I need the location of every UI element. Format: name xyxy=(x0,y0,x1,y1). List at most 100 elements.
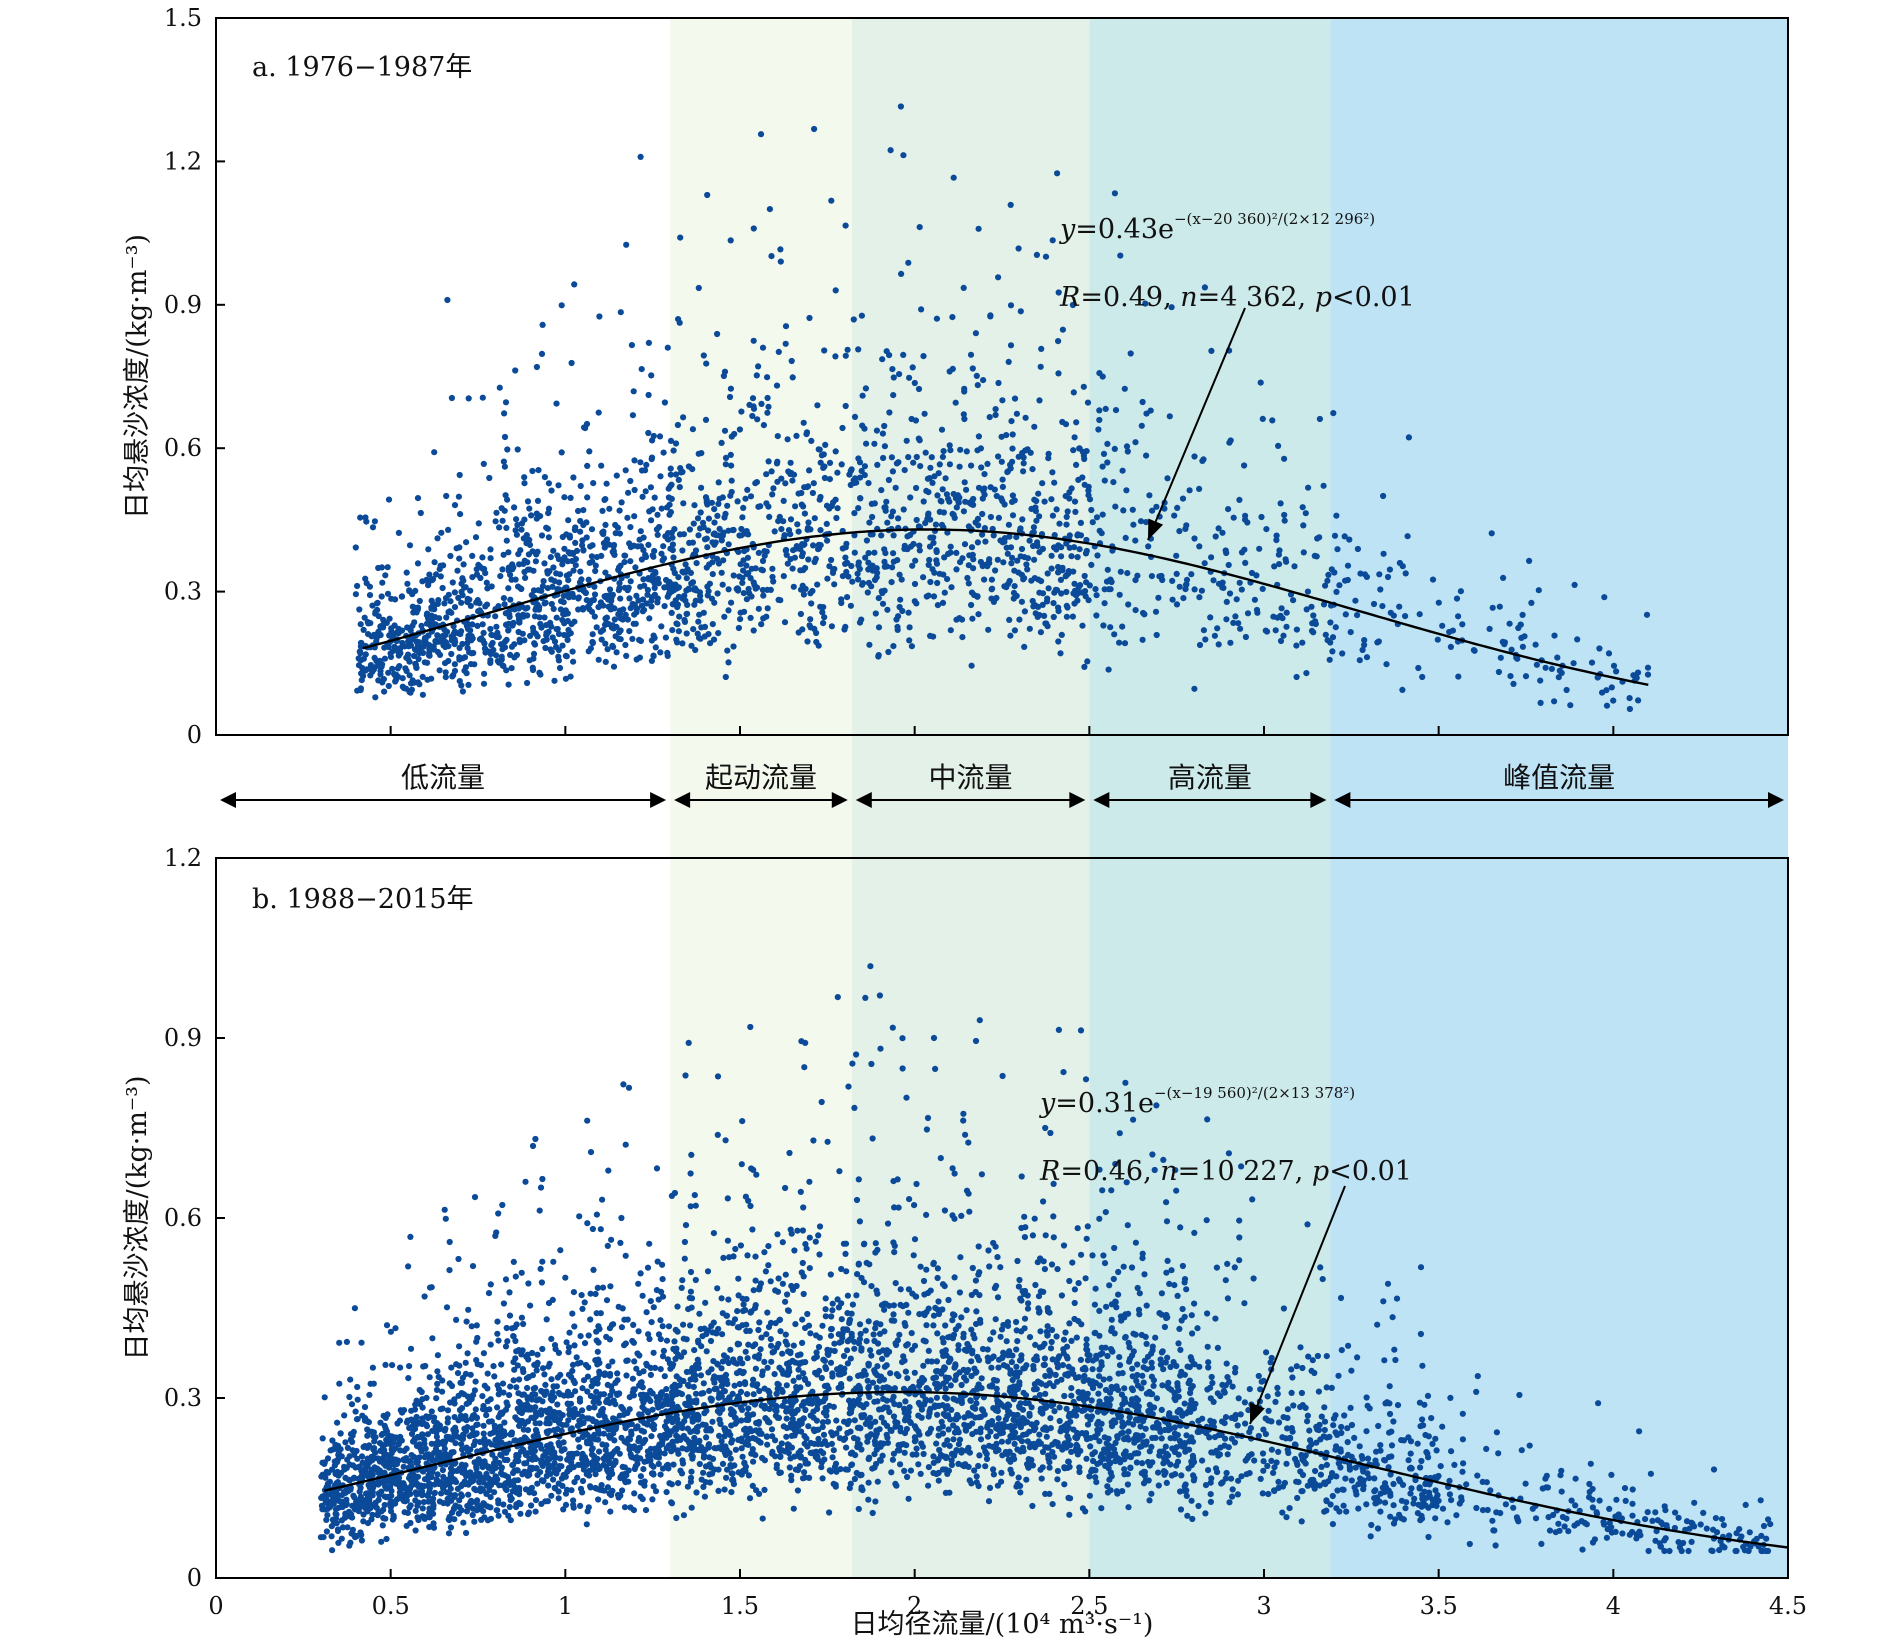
point-a xyxy=(465,395,472,402)
point-b xyxy=(1279,1434,1286,1441)
point-a xyxy=(1104,459,1111,466)
point-a xyxy=(958,616,966,623)
point-a xyxy=(545,480,553,487)
point-b xyxy=(1046,1459,1053,1466)
point-a xyxy=(986,556,993,563)
point-a xyxy=(954,492,962,499)
point-b xyxy=(463,1529,470,1537)
point-a xyxy=(1093,514,1101,521)
point-a xyxy=(640,576,647,583)
point-a xyxy=(1132,607,1139,614)
point-a xyxy=(859,580,867,587)
point-a xyxy=(889,564,896,571)
point-a xyxy=(412,646,419,654)
point-a xyxy=(631,601,638,608)
point-a xyxy=(633,592,640,599)
point-a xyxy=(739,514,746,521)
point-a xyxy=(1062,493,1069,500)
point-a xyxy=(655,580,662,587)
point-b xyxy=(480,1422,487,1429)
point-b xyxy=(1095,1390,1102,1397)
point-b xyxy=(994,1254,1001,1261)
point-a xyxy=(1533,661,1540,668)
point-a xyxy=(510,619,517,627)
point-b xyxy=(1270,1469,1277,1476)
point-b xyxy=(346,1393,353,1401)
point-a xyxy=(1069,301,1076,309)
point-a xyxy=(565,517,572,524)
point-b xyxy=(1045,1452,1052,1459)
point-a xyxy=(425,652,433,659)
point-a xyxy=(581,424,588,431)
point-a xyxy=(839,545,846,552)
point-a xyxy=(421,634,429,642)
point-b xyxy=(1040,1198,1047,1205)
point-a xyxy=(881,558,888,565)
point-a xyxy=(1386,566,1393,573)
point-a xyxy=(544,585,552,592)
point-b xyxy=(1466,1540,1473,1548)
point-a xyxy=(839,573,847,580)
point-a xyxy=(974,515,982,523)
point-a xyxy=(709,571,716,578)
point-a xyxy=(1329,634,1337,641)
point-b xyxy=(1166,1280,1173,1287)
point-a xyxy=(624,514,631,521)
point-a xyxy=(357,514,364,521)
point-a xyxy=(933,560,941,567)
point-a xyxy=(745,570,752,577)
point-a xyxy=(934,602,942,609)
point-b xyxy=(777,1328,784,1335)
point-a xyxy=(568,359,575,367)
point-b xyxy=(499,1201,506,1209)
point-b xyxy=(490,1363,497,1370)
point-a xyxy=(925,561,932,569)
point-a xyxy=(847,481,854,489)
point-a xyxy=(879,600,887,607)
point-a xyxy=(973,372,980,379)
point-a xyxy=(1236,579,1243,586)
point-a xyxy=(603,540,610,547)
point-a xyxy=(959,634,966,641)
point-a xyxy=(524,612,531,619)
point-a xyxy=(597,599,605,606)
point-a xyxy=(1033,517,1040,524)
point-a xyxy=(964,574,971,582)
point-a xyxy=(805,483,812,490)
point-a xyxy=(977,445,985,452)
point-a xyxy=(811,125,818,133)
point-a xyxy=(464,625,472,633)
point-a xyxy=(832,287,839,294)
point-a xyxy=(532,558,540,565)
point-b xyxy=(889,1456,897,1463)
point-a xyxy=(1208,347,1215,354)
point-a xyxy=(714,330,721,338)
point-a xyxy=(878,487,885,494)
point-a xyxy=(627,477,634,485)
point-a xyxy=(873,565,880,572)
point-b xyxy=(463,1318,470,1325)
point-a xyxy=(426,646,433,653)
point-a xyxy=(1244,610,1252,617)
point-b xyxy=(1368,1521,1375,1529)
point-a xyxy=(826,459,834,466)
point-a xyxy=(482,649,489,656)
point-a xyxy=(666,511,673,518)
point-a xyxy=(679,547,686,554)
point-a xyxy=(856,459,864,466)
point-a xyxy=(395,529,402,537)
point-a xyxy=(754,416,761,423)
point-a xyxy=(833,514,840,522)
point-a xyxy=(447,552,454,560)
point-b xyxy=(761,1486,768,1493)
point-b xyxy=(534,1351,541,1358)
point-a xyxy=(509,561,516,568)
point-a xyxy=(943,491,951,498)
point-a xyxy=(710,531,717,538)
point-b xyxy=(1161,1323,1168,1331)
point-a xyxy=(1050,600,1057,607)
point-b xyxy=(916,1431,923,1438)
point-a xyxy=(555,646,562,654)
point-a xyxy=(871,549,878,556)
point-b xyxy=(1337,1294,1345,1302)
